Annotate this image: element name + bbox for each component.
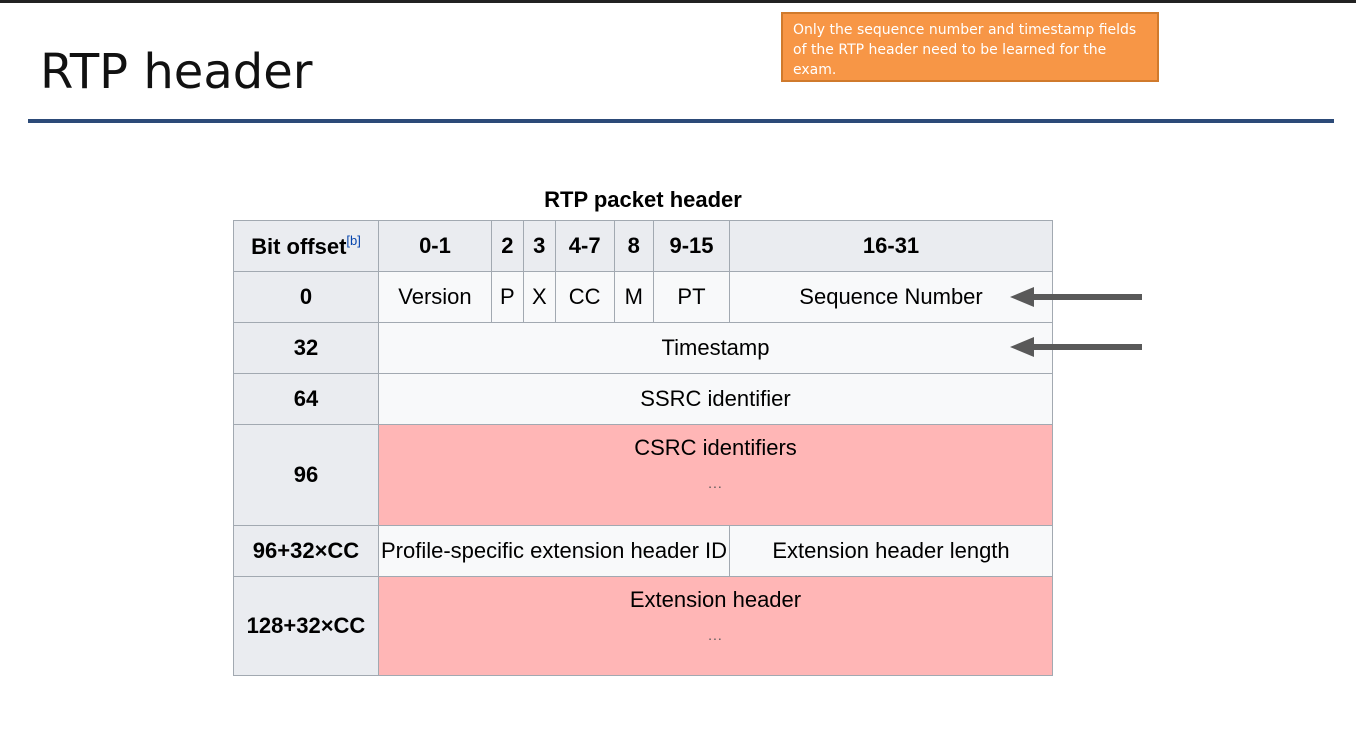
extension-header-field: Extension header ... [378,576,1053,676]
row-offset: 96 [233,424,379,526]
sequence-number-field: Sequence Number [729,271,1053,323]
col-header-3: 3 [522,220,556,272]
table-row: 32 Timestamp [233,322,1053,374]
table-header-row: Bit offset[b] 0-1 2 3 4-7 8 9-15 16-31 [233,220,1053,272]
top-border [0,0,1356,3]
csrc-identifiers-field: CSRC identifiers ... [378,424,1053,526]
extension-field: X [522,271,556,323]
extension-header-length-field: Extension header length [729,525,1053,577]
table-caption: RTP packet header [544,187,742,212]
row-offset: 32 [233,322,379,374]
footnote-link[interactable]: [b] [346,232,361,248]
continuation-dots: ... [708,627,723,643]
row-offset: 96+32×CC [233,525,379,577]
version-field: Version [378,271,492,323]
title-divider [28,119,1334,123]
table-row: 96 CSRC identifiers ... [233,424,1053,526]
col-header-4-7: 4-7 [554,220,615,272]
col-header-2: 2 [490,220,524,272]
col-header-8: 8 [613,220,654,272]
table-row: 64 SSRC identifier [233,373,1053,425]
col-header-16-31: 16-31 [729,220,1053,272]
row-offset: 0 [233,271,379,323]
timestamp-field: Timestamp [378,322,1053,374]
payload-type-field: PT [652,271,731,323]
slide-title: RTP header [40,44,313,100]
bit-offset-header: Bit offset[b] [233,220,379,272]
exam-note-callout: Only the sequence number and timestamp f… [781,12,1159,82]
ssrc-field: SSRC identifier [378,373,1053,425]
arrow-left-icon [1010,337,1142,357]
table-row: 128+32×CC Extension header ... [233,576,1053,676]
rtp-header-table: Bit offset[b] 0-1 2 3 4-7 8 9-15 16-31 0… [233,220,1053,676]
col-header-0-1: 0-1 [378,220,492,272]
csrc-label: CSRC identifiers [634,435,797,460]
continuation-dots: ... [708,475,723,491]
col-header-9-15: 9-15 [652,220,731,272]
extension-header-id-field: Profile-specific extension header ID [377,525,731,577]
arrow-left-icon [1010,287,1142,307]
csrc-count-field: CC [554,271,615,323]
bit-offset-label: Bit offset [251,233,347,259]
padding-field: P [490,271,524,323]
row-offset: 128+32×CC [233,576,379,676]
marker-field: M [613,271,654,323]
row-offset: 64 [233,373,379,425]
table-row: 96+32×CC Profile-specific extension head… [233,525,1053,577]
table-row: 0 Version P X CC M PT Sequence Number [233,271,1053,323]
extension-header-label: Extension header [629,587,802,612]
